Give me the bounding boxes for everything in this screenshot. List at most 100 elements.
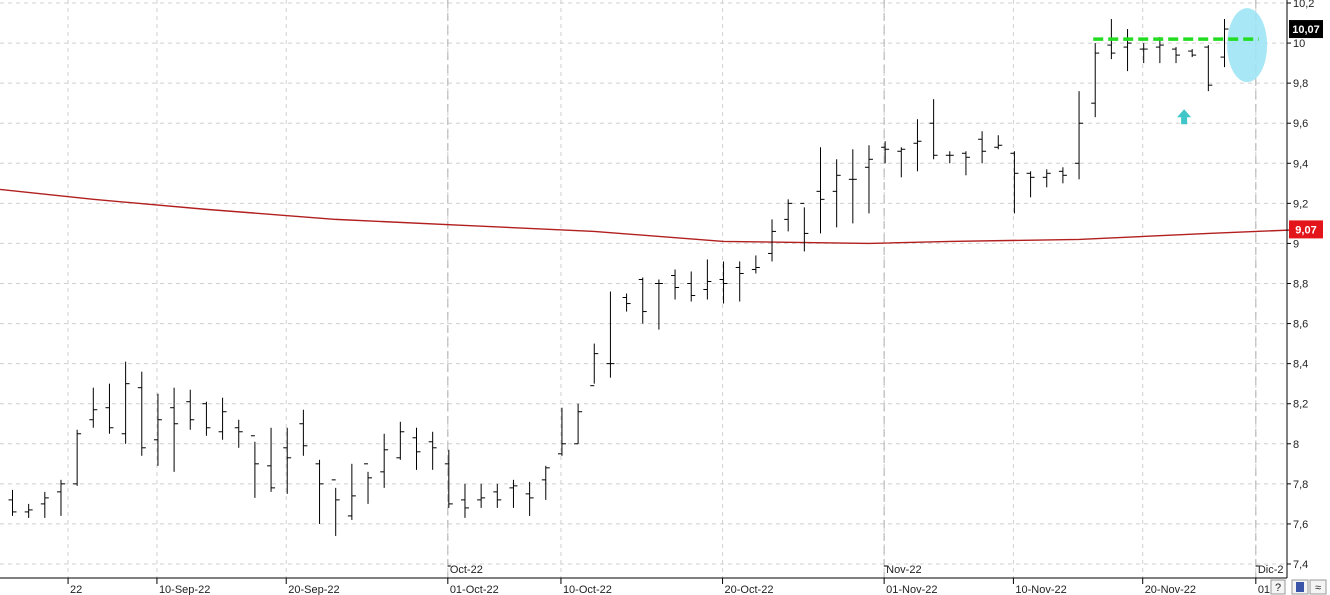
save-button[interactable] <box>1291 579 1309 595</box>
ohlc-bar <box>73 429 82 486</box>
connect-button-box[interactable] <box>1309 579 1327 595</box>
ohlc-bar <box>40 491 49 518</box>
ohlc-bar <box>784 199 793 232</box>
badge-value: 9,07 <box>1295 224 1316 236</box>
ohlc-bar <box>703 259 712 300</box>
ohlc-bar <box>412 427 421 470</box>
price-tick-label: 9 <box>1293 238 1299 250</box>
date-tick-label: 22 <box>70 584 82 595</box>
ohlc-bar <box>1058 167 1067 184</box>
date-tick-label: 20-Sep-22 <box>288 584 339 595</box>
ohlc-bar <box>283 427 292 494</box>
ohlc-bar <box>315 459 324 524</box>
ohlc-bar <box>864 145 873 214</box>
ohlc-bar <box>137 371 146 456</box>
price-tick-label: 9,2 <box>1293 198 1308 210</box>
ohlc-bar <box>121 361 130 444</box>
ohlc-bar <box>541 465 550 500</box>
price-badges: 10,07 9,07 <box>1289 20 1323 239</box>
date-tick-label: 01-Nov-22 <box>886 584 937 595</box>
price-tick-label: 8,8 <box>1293 279 1308 291</box>
month-marker-label: Dic-2 <box>1258 564 1284 576</box>
ohlc-bar <box>671 269 680 300</box>
save-icon <box>1296 582 1304 592</box>
date-tick-label: 10-Oct-22 <box>563 584 612 595</box>
ma-line <box>0 188 1306 245</box>
help-button[interactable]: ? <box>1270 579 1286 595</box>
ohlc-bar <box>24 503 33 518</box>
price-tick-label: 8,6 <box>1293 319 1308 331</box>
date-tick-label: 01-Oct-22 <box>450 584 499 595</box>
ohlc-bar <box>202 401 211 436</box>
price-axis-labels: 7,4 7,6 7,8 8 8,2 8,4 8,6 8,8 9 9,2 9,4 9,6 9,8 10 10,… <box>1287 0 1314 571</box>
corner-buttons: ? ≈ <box>1270 579 1327 595</box>
ohlc-bar <box>1123 29 1132 72</box>
ohlc-bar <box>56 479 65 516</box>
ohlc-bar <box>8 489 17 516</box>
ohlc-bar <box>428 431 437 470</box>
date-tick-label: 10-Nov-22 <box>1015 584 1066 595</box>
price-tick-label: 9,6 <box>1293 118 1308 130</box>
ohlc-bar <box>250 435 259 498</box>
arrow-shape <box>1177 109 1192 125</box>
ohlc-bar <box>1026 171 1035 198</box>
price-tick-label: 9,4 <box>1293 158 1308 170</box>
ohlc-bar <box>477 483 486 508</box>
ohlc-bar <box>622 293 631 312</box>
ohlc-bar <box>881 141 890 164</box>
help-button-label: ? <box>1275 582 1281 594</box>
ohlc-bar <box>1220 19 1229 68</box>
ohlc-bar <box>735 261 744 302</box>
price-tick-label: 9,8 <box>1293 78 1308 90</box>
ohlc-bar <box>557 407 566 456</box>
month-marker-label: Oct-22 <box>450 564 483 576</box>
ohlc-bar <box>1091 43 1100 118</box>
month-divider-lines <box>447 0 1257 578</box>
axes <box>0 0 1288 579</box>
ohlc-bar <box>299 409 308 456</box>
date-tick-label: 10-Sep-22 <box>159 584 210 595</box>
price-tick-label: 10,2 <box>1293 0 1314 10</box>
ohlc-bar <box>848 149 857 224</box>
ohlc-bar <box>574 403 583 445</box>
price-tick-label: 8 <box>1293 439 1299 451</box>
ohlc-bar <box>1075 91 1084 180</box>
help-button-box[interactable] <box>1270 579 1286 595</box>
ohlc-bar <box>1172 47 1181 64</box>
ohlc-bar <box>234 419 243 448</box>
ohlc-bar <box>218 397 227 440</box>
month-marker-label: Nov-22 <box>886 564 921 576</box>
ohlc-bar <box>1204 45 1213 92</box>
price-tick-label: 10 <box>1293 38 1305 50</box>
ohlc-bar <box>638 277 647 324</box>
grid-lines <box>0 0 1287 578</box>
price-tick-label: 7,8 <box>1293 479 1308 491</box>
badge-value: 10,07 <box>1292 24 1320 36</box>
ohlc-bar <box>186 389 195 430</box>
ohlc-bar <box>364 463 373 504</box>
connect-button[interactable]: ≈ <box>1309 579 1327 595</box>
ohlc-bar <box>816 147 825 234</box>
ohlc-bar <box>994 135 1003 150</box>
ohlc-bar <box>460 483 469 518</box>
ohlc-bar <box>493 483 502 508</box>
ohlc-bar <box>380 433 389 488</box>
ohlc-bar <box>1010 151 1019 214</box>
date-tick-label: 20-Oct-22 <box>725 584 774 595</box>
ohlc-bar <box>170 387 179 472</box>
last-price-badge: 10,07 <box>1289 20 1323 39</box>
ohlc-bar <box>396 421 405 460</box>
ohlc-bar <box>945 151 954 164</box>
ohlc-bar <box>590 343 599 387</box>
ohlc-bar <box>719 261 728 304</box>
ohlc-bar <box>1042 169 1051 188</box>
ohlc-bar <box>509 479 518 508</box>
up-arrow-icon <box>1177 109 1192 125</box>
ohlc-bar <box>687 271 696 302</box>
ohlc-bar <box>978 131 987 164</box>
ohlc-bar <box>267 427 276 492</box>
highlight-ellipse <box>1227 8 1268 83</box>
ohlc-bar <box>1155 37 1164 64</box>
ohlc-bar <box>751 255 760 274</box>
date-tick-label: 20-Nov-22 <box>1145 584 1196 595</box>
